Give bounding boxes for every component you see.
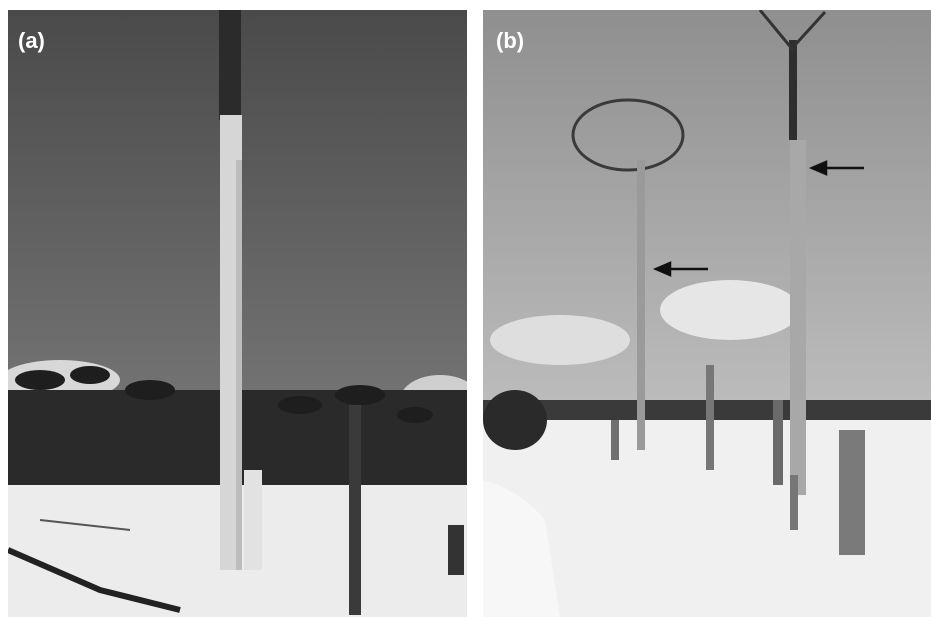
photo-b xyxy=(483,10,931,617)
panel-label: (b) xyxy=(496,28,524,53)
photo-a xyxy=(8,10,467,617)
panel-label: (a) xyxy=(18,28,45,53)
